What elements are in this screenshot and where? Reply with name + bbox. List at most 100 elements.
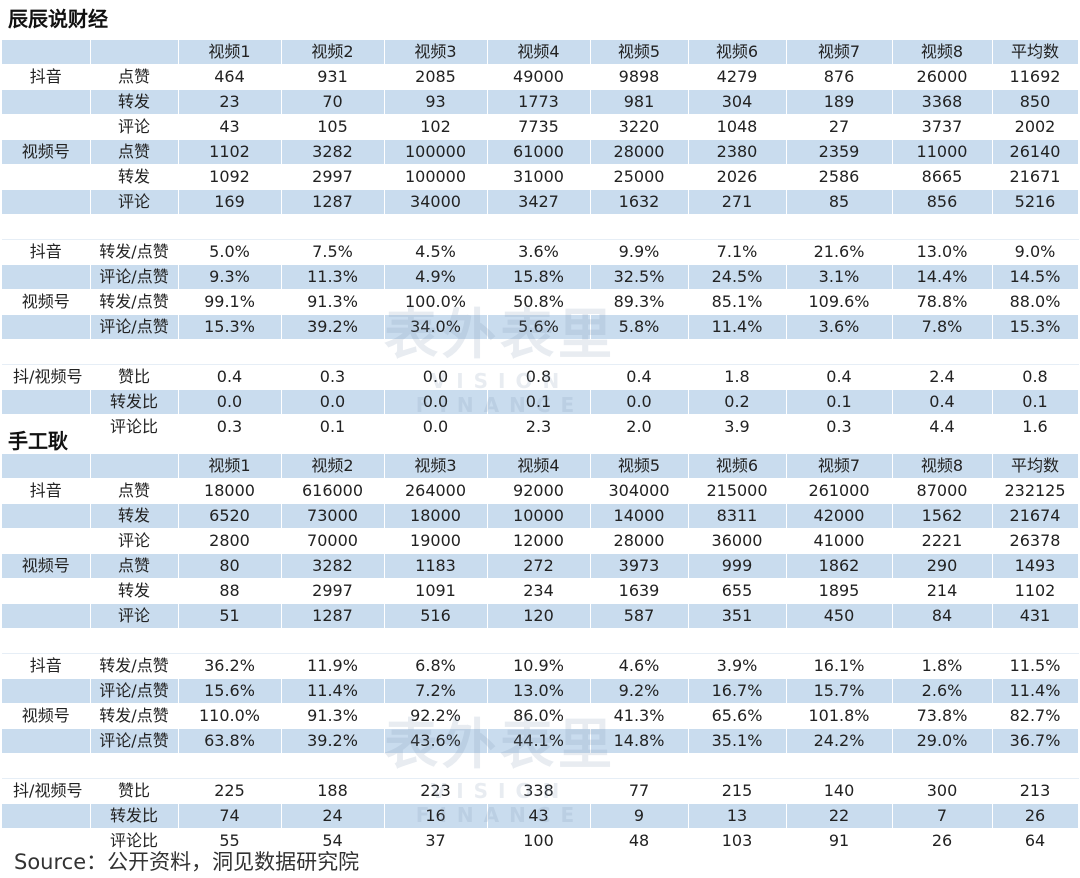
- table-cell: 0.4: [892, 389, 993, 415]
- spacer-cell: [590, 339, 689, 365]
- table-cell: 91.3%: [281, 289, 385, 315]
- table-cell: 84: [892, 603, 993, 629]
- header-cell: 视频1: [178, 40, 282, 65]
- table-cell: 3427: [487, 189, 591, 215]
- table-cell: 80: [178, 553, 282, 579]
- spacer-cell: [178, 214, 282, 240]
- table-row: 评论 51 1287 516 120 587 351 450 84 431: [2, 603, 1079, 629]
- table-cell: 3.9%: [688, 653, 787, 679]
- section-title-2: 手工耿: [8, 429, 68, 453]
- platform-label: [2, 503, 91, 529]
- spacer-cell: [786, 628, 893, 654]
- data-table-chenchen: 视频1 视频2 视频3 视频4 视频5 视频6 视频7 视频8 平均数 抖音 点赞 464 931 208…: [2, 40, 1079, 440]
- table-cell: 2997: [281, 164, 385, 190]
- table-row: 评论/点赞 63.8% 39.2% 43.6% 44.1% 14.8% 35.1% 24.2%…: [2, 728, 1079, 754]
- table-cell: 0.0: [384, 414, 488, 440]
- header-cell: 视频8: [892, 40, 993, 65]
- table-cell: 109.6%: [786, 289, 893, 315]
- header-cell: [90, 454, 179, 479]
- platform-label: 抖音: [2, 653, 91, 679]
- table-cell: 931: [281, 64, 385, 90]
- table-cell: 100.0%: [384, 289, 488, 315]
- table-cell: 3973: [590, 553, 689, 579]
- header-row: 视频1 视频2 视频3 视频4 视频5 视频6 视频7 视频8 平均数: [2, 454, 1079, 479]
- table-cell: 24.5%: [688, 264, 787, 290]
- table-cell: 78.8%: [892, 289, 993, 315]
- table-cell: 0.0: [281, 389, 385, 415]
- table-cell: 0.3: [178, 414, 282, 440]
- table-cell: 4.9%: [384, 264, 488, 290]
- table-cell: 15.6%: [178, 678, 282, 704]
- table-cell: 36000: [688, 528, 787, 554]
- table-cell: 88: [178, 578, 282, 604]
- table-cell: 11.4%: [281, 678, 385, 704]
- spacer-row: [2, 628, 1079, 654]
- table-cell: 14.8%: [590, 728, 689, 754]
- table-cell: 14.4%: [892, 264, 993, 290]
- spacer-cell: [786, 214, 893, 240]
- table-cell: 41.3%: [590, 703, 689, 729]
- table-cell: 0.1: [487, 389, 591, 415]
- spacer-cell: [281, 753, 385, 779]
- table-cell: 304000: [590, 478, 689, 504]
- table-cell: 8311: [688, 503, 787, 529]
- table-cell: 22: [786, 803, 893, 829]
- table-cell: 82.7%: [992, 703, 1079, 729]
- table-cell: 431: [992, 603, 1079, 629]
- spacer-cell: [688, 339, 787, 365]
- table-cell: 271: [688, 189, 787, 215]
- table-cell: 70: [281, 89, 385, 115]
- table-cell: 850: [992, 89, 1079, 115]
- table-cell: 11000: [892, 139, 993, 165]
- table-cell: 19000: [384, 528, 488, 554]
- table-cell: 4.5%: [384, 239, 488, 265]
- table-cell: 2586: [786, 164, 893, 190]
- metric-label: 转发比: [90, 389, 179, 415]
- metric-label: 转发: [90, 164, 179, 190]
- spacer-cell: [281, 214, 385, 240]
- platform-label: [2, 414, 91, 440]
- spacer-cell: [590, 628, 689, 654]
- table-cell: 26140: [992, 139, 1079, 165]
- table-row: 转发比 0.0 0.0 0.0 0.1 0.0 0.2 0.1 0.4 0.1: [2, 389, 1079, 415]
- header-cell: 平均数: [992, 454, 1079, 479]
- table-cell: 7.1%: [688, 239, 787, 265]
- table-cell: 50.8%: [487, 289, 591, 315]
- platform-label: [2, 803, 91, 829]
- table-cell: 51: [178, 603, 282, 629]
- spacer-cell: [178, 628, 282, 654]
- platform-label: [2, 728, 91, 754]
- spacer-cell: [590, 214, 689, 240]
- table-cell: 11692: [992, 64, 1079, 90]
- table-cell: 188: [281, 778, 385, 804]
- table-cell: 12000: [487, 528, 591, 554]
- metric-label: 点赞: [90, 553, 179, 579]
- metric-label: 转发/点赞: [90, 239, 179, 265]
- table-cell: 3.6%: [786, 314, 893, 340]
- table-cell: 264000: [384, 478, 488, 504]
- metric-label: 赞比: [90, 364, 179, 390]
- platform-label: 视频号: [2, 553, 91, 579]
- table-cell: 0.2: [688, 389, 787, 415]
- table-cell: 42000: [786, 503, 893, 529]
- table-row: 视频号 点赞 1102 3282 100000 61000 28000 2380 2359 110…: [2, 139, 1079, 165]
- header-cell: 视频7: [786, 454, 893, 479]
- table-cell: 31000: [487, 164, 591, 190]
- table-cell: 213: [992, 778, 1079, 804]
- table-cell: 36.2%: [178, 653, 282, 679]
- table-cell: 35.1%: [688, 728, 787, 754]
- spacer-row: [2, 753, 1079, 779]
- table-cell: 9898: [590, 64, 689, 90]
- metric-label: 评论/点赞: [90, 314, 179, 340]
- metric-label: 转发: [90, 503, 179, 529]
- table-cell: 7.8%: [892, 314, 993, 340]
- table-cell: 13: [688, 803, 787, 829]
- table-cell: 34000: [384, 189, 488, 215]
- table-cell: 2002: [992, 114, 1079, 140]
- table-cell: 2085: [384, 64, 488, 90]
- table-row: 视频号 转发/点赞 110.0% 91.3% 92.2% 86.0% 41.3% 65.6% 1…: [2, 703, 1079, 729]
- table-cell: 26378: [992, 528, 1079, 554]
- platform-label: [2, 389, 91, 415]
- table-cell: 214: [892, 578, 993, 604]
- spacer-cell: [992, 753, 1079, 779]
